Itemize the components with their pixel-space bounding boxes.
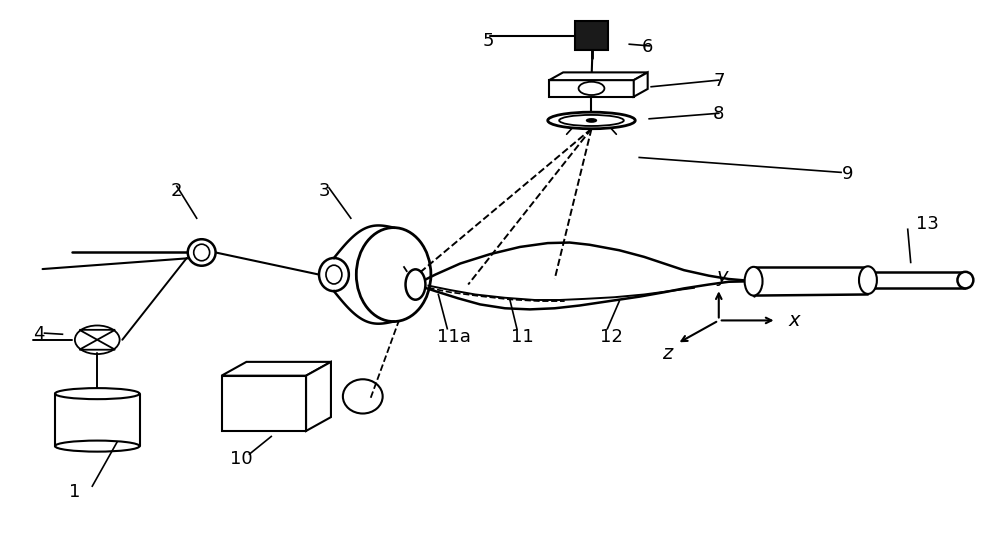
Polygon shape — [549, 73, 648, 80]
Ellipse shape — [188, 239, 216, 266]
Ellipse shape — [406, 270, 425, 300]
Polygon shape — [79, 340, 115, 350]
Ellipse shape — [55, 388, 140, 399]
Text: x: x — [789, 311, 800, 330]
Ellipse shape — [957, 272, 973, 288]
Ellipse shape — [319, 258, 349, 291]
Text: 2: 2 — [171, 181, 183, 200]
Text: 3: 3 — [318, 181, 330, 200]
Text: 11: 11 — [511, 328, 534, 346]
Bar — [222, 376, 306, 431]
Text: 1: 1 — [69, 483, 80, 501]
Ellipse shape — [55, 441, 140, 451]
Ellipse shape — [859, 266, 877, 294]
Ellipse shape — [326, 265, 342, 284]
Text: 12: 12 — [600, 328, 623, 346]
Polygon shape — [79, 330, 115, 340]
Text: 9: 9 — [842, 165, 854, 183]
Text: 6: 6 — [641, 38, 653, 56]
Text: 11a: 11a — [437, 328, 471, 346]
Text: 4: 4 — [33, 325, 44, 343]
Polygon shape — [634, 73, 648, 97]
Ellipse shape — [559, 115, 624, 126]
Text: 8: 8 — [713, 105, 724, 123]
Polygon shape — [222, 362, 331, 376]
Text: 5: 5 — [482, 32, 494, 50]
Ellipse shape — [548, 112, 635, 129]
Ellipse shape — [745, 267, 763, 296]
Text: 7: 7 — [713, 72, 725, 90]
Ellipse shape — [194, 244, 210, 261]
Text: z: z — [662, 344, 672, 363]
Text: y: y — [716, 267, 728, 286]
Text: 13: 13 — [916, 215, 939, 233]
Ellipse shape — [587, 119, 596, 122]
Text: 10: 10 — [230, 450, 253, 468]
Polygon shape — [306, 362, 331, 431]
Bar — [575, 21, 608, 50]
Bar — [549, 80, 634, 97]
Ellipse shape — [343, 379, 383, 413]
